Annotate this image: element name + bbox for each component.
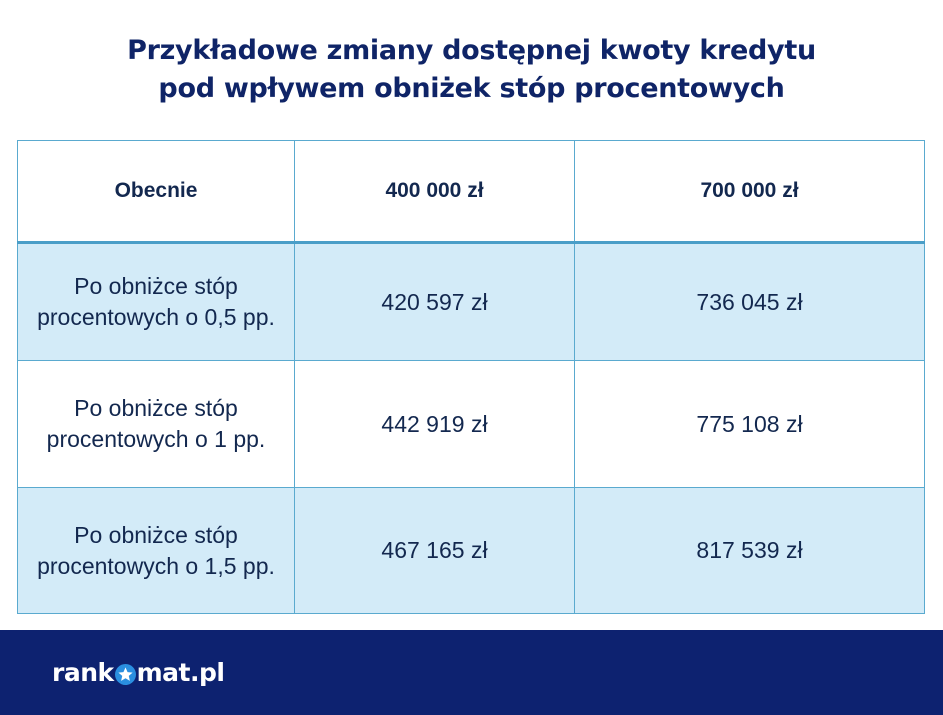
value-400k: 420 597 zł [294, 242, 575, 361]
row-label-line-2: procentowych o 0,5 pp. [37, 304, 275, 330]
table-row: Po obniżce stóp procentowych o 1 pp. 442… [17, 360, 925, 488]
title-line-2: pod wpływem obniżek stóp procentowych [158, 73, 785, 104]
footer-bar: rank mat.pl [0, 630, 943, 715]
header-current: Obecnie [17, 140, 295, 244]
page-title: Przykładowe zmiany dostępnej kwoty kredy… [0, 32, 943, 108]
row-label-line-2: procentowych o 1,5 pp. [37, 552, 275, 579]
row-label-line-1: Po obniżce stóp [74, 395, 238, 421]
logo-text-prefix: rank [52, 657, 114, 687]
value-400k: 442 919 zł [294, 360, 575, 488]
value-400k: 467 165 zł [294, 487, 575, 614]
row-label-line-1: Po obniżce stóp [74, 273, 238, 299]
value-700k: 775 108 zł [574, 360, 925, 488]
header-700k: 700 000 zł [574, 140, 925, 244]
row-label: Po obniżce stóp procentowych o 1,5 pp. [17, 487, 295, 614]
loan-amount-table: Obecnie 400 000 zł 700 000 zł Po obniżce… [17, 140, 925, 614]
row-label: Po obniżce stóp procentowych o 0,5 pp. [17, 242, 295, 361]
table-header-row: Obecnie 400 000 zł 700 000 zł [17, 140, 925, 244]
rankomat-logo[interactable]: rank mat.pl [52, 657, 225, 687]
row-label: Po obniżce stóp procentowych o 1 pp. [17, 360, 295, 488]
header-400k: 400 000 zł [294, 140, 575, 244]
table-row: Po obniżce stóp procentowych o 1,5 pp. 4… [17, 487, 925, 614]
star-icon [114, 663, 136, 685]
logo-text-suffix: mat.pl [136, 657, 225, 687]
row-label-line-1: Po obniżce stóp [74, 521, 238, 548]
row-label-line-2: procentowych o 1 pp. [46, 426, 266, 452]
title-line-1: Przykładowe zmiany dostępnej kwoty kredy… [127, 35, 816, 66]
table-row: Po obniżce stóp procentowych o 0,5 pp. 4… [17, 242, 925, 361]
value-700k: 817 539 zł [574, 487, 925, 614]
value-700k: 736 045 zł [574, 242, 925, 361]
